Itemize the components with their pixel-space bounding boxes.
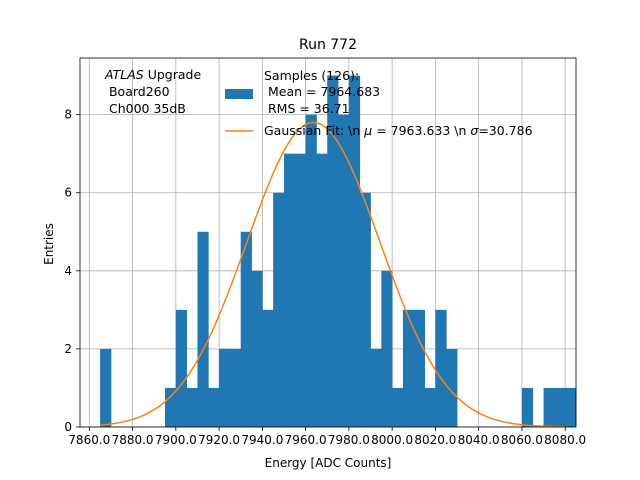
histogram-bar-2 xyxy=(176,310,187,427)
x-tick-label-8: 8020.0 xyxy=(414,433,456,447)
histogram-bar-29 xyxy=(544,388,555,427)
annotation-line-1: ATLAS Upgrade xyxy=(104,67,201,82)
histogram-bar-22 xyxy=(392,388,403,427)
histogram-bar-25 xyxy=(425,388,436,427)
x-tick-label-9: 8040.0 xyxy=(458,433,500,447)
x-tick-label-5: 7960.0 xyxy=(285,433,327,447)
histogram-bar-30 xyxy=(554,388,565,427)
annotation-atlas: ATLAS xyxy=(104,67,144,82)
histogram-bar-8 xyxy=(241,232,252,427)
x-tick-label-2: 7900.0 xyxy=(155,433,197,447)
x-tick-label-3: 7920.0 xyxy=(198,433,240,447)
histogram-bar-24 xyxy=(414,310,425,427)
histogram-bar-14 xyxy=(306,115,317,427)
x-tick-label-4: 7940.0 xyxy=(241,433,283,447)
histogram-bar-11 xyxy=(273,193,284,427)
chart-title: Run 772 xyxy=(299,37,357,53)
histogram-chart: 7860.0 7880.0 7900.0 7920.0 7940.0 7960.0 7980… xyxy=(0,0,640,480)
histogram-bar-20 xyxy=(371,349,382,427)
x-tick-label-10: 8060.0 xyxy=(501,433,543,447)
histogram-bar-4 xyxy=(197,232,208,427)
legend-fit-mu: μ xyxy=(363,123,372,138)
histogram-bar-13 xyxy=(295,154,306,427)
y-tick-label-1: 2 xyxy=(64,342,72,356)
legend-samples-patch xyxy=(225,89,253,99)
histogram-bar-3 xyxy=(187,388,198,427)
histogram-bar-31 xyxy=(565,388,576,427)
histogram-bar-5 xyxy=(208,388,219,427)
annotation-upgrade: Upgrade xyxy=(144,67,202,82)
legend-samples-line-1: Samples (126): xyxy=(264,68,359,83)
annotation-line-3: Ch000 35dB xyxy=(105,101,186,116)
x-axis-label: Energy [ADC Counts] xyxy=(265,456,392,470)
histogram-bar-19 xyxy=(360,193,371,427)
x-tick-label-6: 7980.0 xyxy=(328,433,370,447)
y-tick-label-2: 4 xyxy=(64,264,72,278)
histogram-bar-15 xyxy=(316,154,327,427)
y-tick-label-3: 6 xyxy=(64,186,72,200)
legend-samples-line-3: RMS = 36.71 xyxy=(264,101,350,116)
legend-fit-label: Gaussian Fit: \n μ = 7963.633 \n σ=30.78… xyxy=(264,123,533,138)
y-tick-label-0: 0 xyxy=(64,420,72,434)
legend-fit-part-1: Gaussian Fit: \n xyxy=(264,123,364,138)
y-tick-label-4: 8 xyxy=(64,108,72,122)
x-tick-label-1: 7880.0 xyxy=(112,433,154,447)
histogram-bar-26 xyxy=(435,310,446,427)
histogram-bar-21 xyxy=(381,271,392,427)
legend-fit-part-2: = 7963.633 \n xyxy=(372,123,470,138)
histogram-bar-12 xyxy=(284,154,295,427)
annotation-line-2: Board260 xyxy=(105,84,170,99)
histogram-bar-1 xyxy=(165,388,176,427)
x-tick-label-7: 8000.0 xyxy=(371,433,413,447)
histogram-bar-7 xyxy=(230,349,241,427)
histogram-bar-9 xyxy=(252,271,263,427)
y-axis-label: Entries xyxy=(42,223,56,265)
histogram-bar-28 xyxy=(522,388,533,427)
x-tick-label-11: 8080.0 xyxy=(544,433,586,447)
legend-samples-line-2: Mean = 7964.683 xyxy=(264,84,380,99)
histogram-bar-6 xyxy=(219,349,230,427)
histogram-bar-0 xyxy=(100,349,111,427)
histogram-bar-10 xyxy=(262,310,273,427)
legend-fit-part-3: =30.786 xyxy=(478,123,532,138)
x-tick-label-0: 7860.0 xyxy=(68,433,110,447)
